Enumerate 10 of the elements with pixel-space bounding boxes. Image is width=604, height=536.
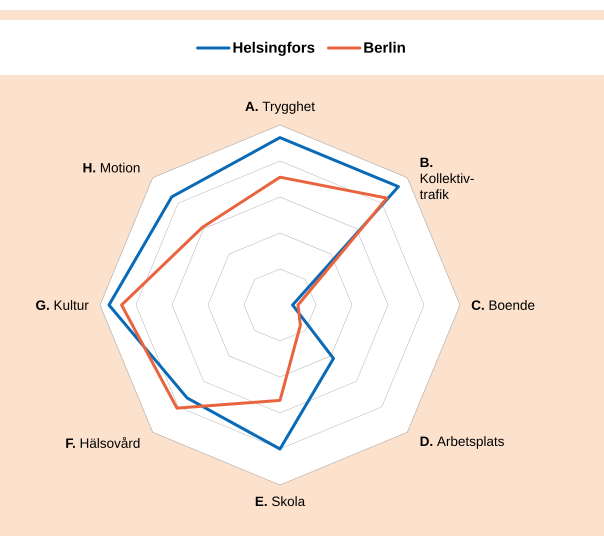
spoke-label: G. Kultur xyxy=(36,300,89,310)
spoke-label: F. Hälsovård xyxy=(66,436,140,448)
spoke-label: A. Trygghet xyxy=(245,101,315,114)
legend-label: Helsingfors xyxy=(233,42,314,56)
spoke-label: B. Kollektiv-trafik xyxy=(420,158,474,200)
spoke-label: D. Arbetsplats xyxy=(420,436,504,449)
legend-label: Berlin xyxy=(364,42,405,53)
spoke-label: H. Motion xyxy=(83,162,140,172)
spoke-label: E. Skola xyxy=(256,496,306,506)
spoke-label: C. Boende xyxy=(472,300,534,310)
